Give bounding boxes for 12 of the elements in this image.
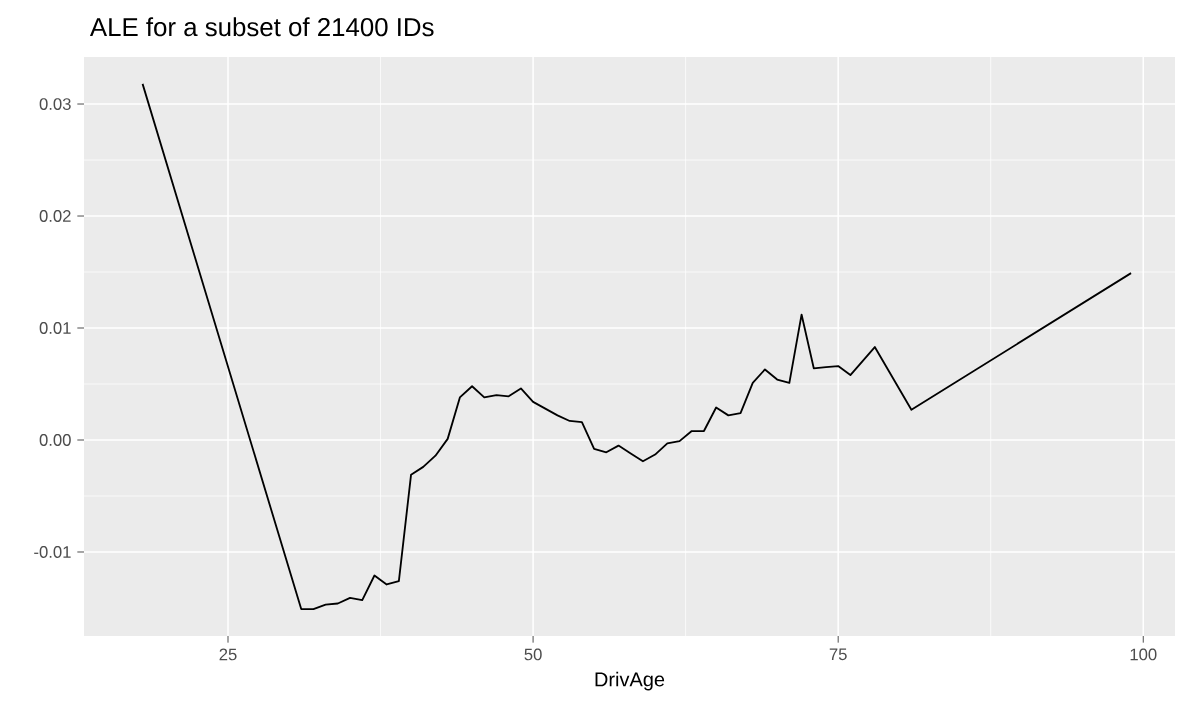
x-tick-label: 75 (829, 648, 847, 661)
chart-title: ALE for a subset of 21400 IDs (89, 17, 434, 37)
line-series (141, 82, 1132, 611)
y-tick-label: 0.01 (39, 322, 71, 334)
y-tick-label: -0.01 (34, 546, 71, 558)
y-tick-label: 0.02 (39, 210, 71, 222)
x-tick-label: 50 (524, 648, 542, 661)
y-tick-label: 0.00 (39, 434, 71, 446)
y-tick-label: 0.03 (39, 98, 71, 110)
x-tick-label: 25 (219, 648, 237, 661)
x-axis-title: DrivAge (595, 671, 665, 691)
x-tick-label: 100 (1130, 648, 1157, 661)
